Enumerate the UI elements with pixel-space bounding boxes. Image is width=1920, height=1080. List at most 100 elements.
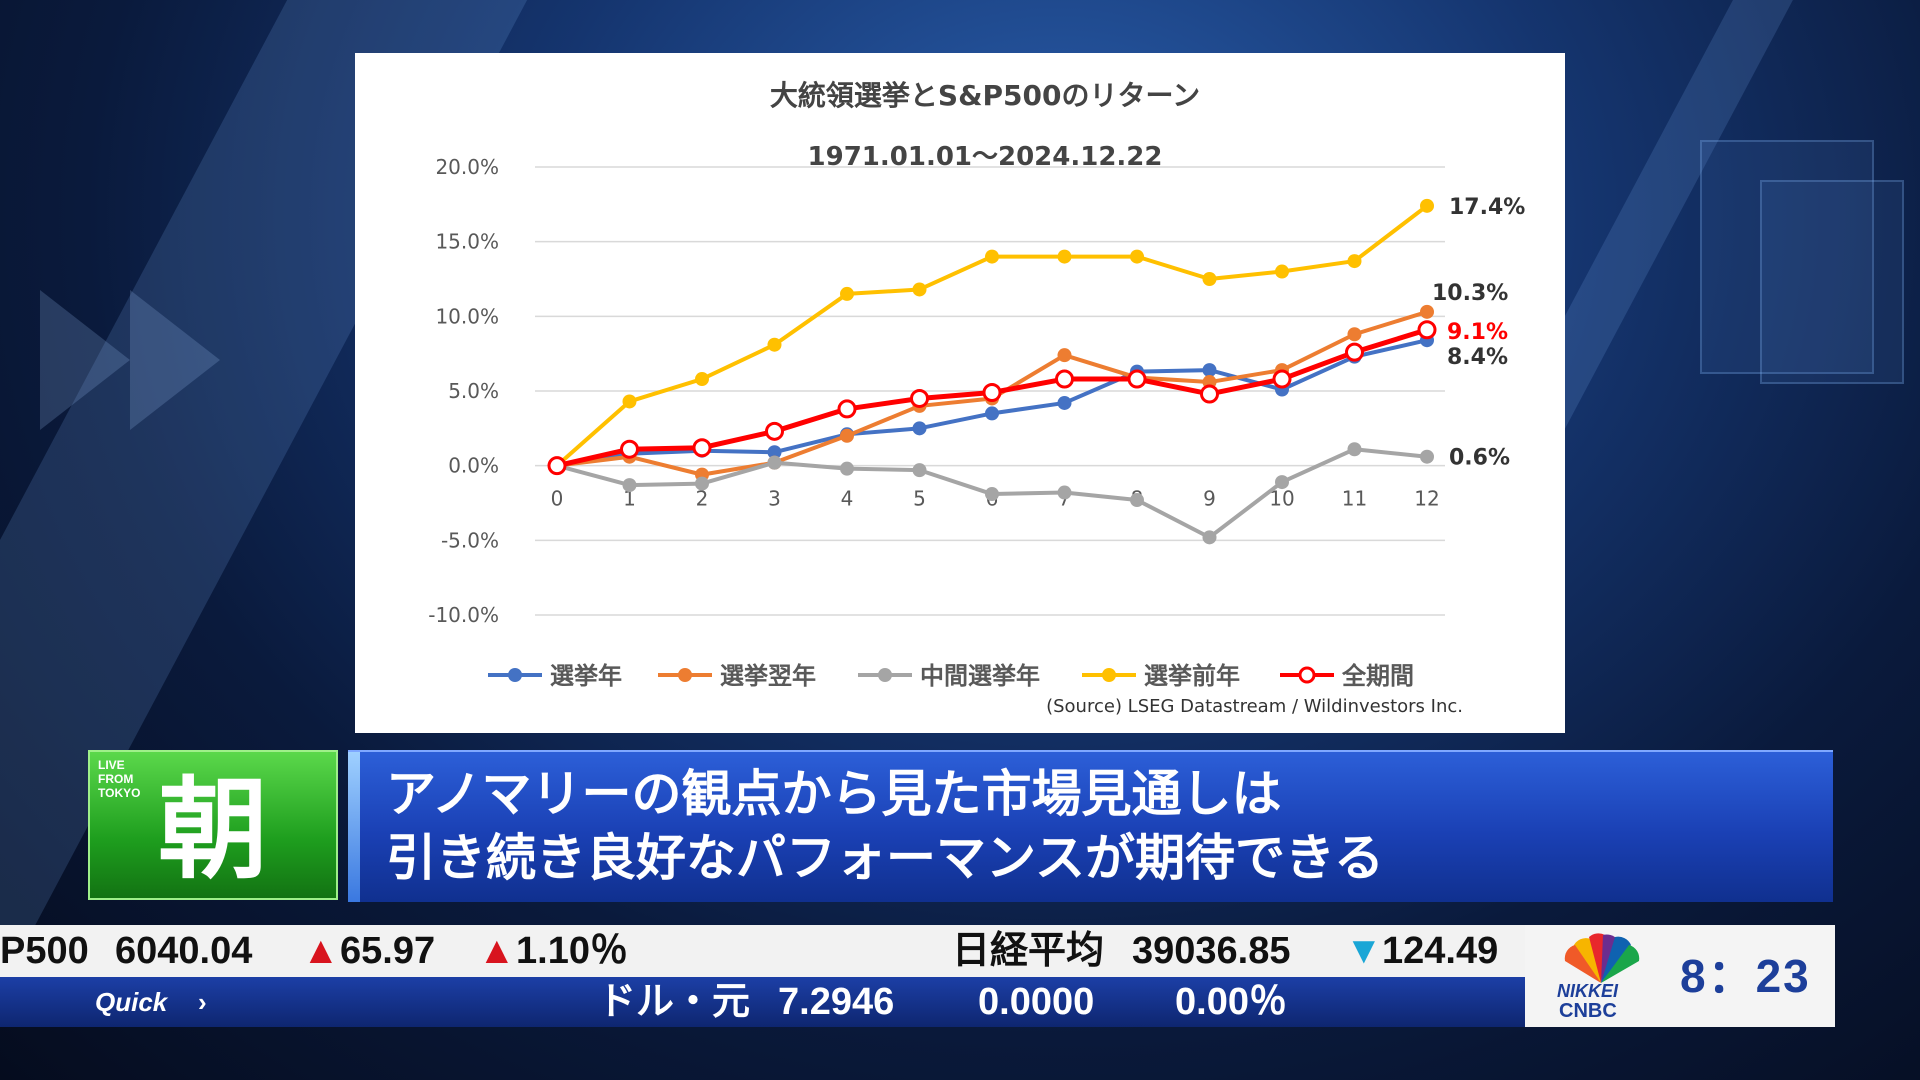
- y-tick-label: 15.0%: [435, 230, 499, 254]
- legend-marker: [878, 668, 892, 682]
- data-point: [840, 428, 854, 443]
- data-point: [1127, 369, 1147, 389]
- y-axis-ticks: 20.0% 15.0% 10.0% 5.0% 0.0% -5.0% -10.0%: [428, 155, 499, 627]
- bg-panel: [1700, 140, 1874, 374]
- ticker-sp-name: P500: [0, 930, 89, 972]
- legend-marker: [1298, 666, 1316, 684]
- ticker-sp-value: 6040.04: [115, 930, 253, 972]
- data-point: [767, 455, 782, 470]
- data-point: [912, 282, 927, 297]
- data-point: [1275, 264, 1289, 279]
- data-point: [837, 399, 857, 419]
- data-point: [912, 421, 927, 436]
- ticker-fx-value: 7.2946: [778, 981, 895, 1023]
- legend-item: 全期間: [1280, 662, 1414, 690]
- ticker-nikkei-change: 124.49: [1382, 930, 1499, 972]
- bg-chevron: [130, 290, 220, 430]
- ticker-bottom-row: Quick › ドル・元 7.2946 0.0000 0.00％: [0, 977, 1525, 1027]
- line-chart: 大統領選挙とS&P500のリターン 1971.01.01～2024.12.22 …: [428, 79, 1525, 717]
- series-中間選挙年: [550, 442, 1434, 545]
- legend-marker: [508, 668, 522, 682]
- data-point: [622, 478, 637, 493]
- data-point: [1200, 384, 1219, 404]
- legend-marker: [678, 668, 692, 682]
- data-point: [912, 463, 927, 478]
- headline-banner: アノマリーの観点から見た市場見通しは 引き続き良好なパフォーマンスが期待できる: [348, 750, 1833, 902]
- chevron-right-icon: ›: [198, 987, 207, 1017]
- chart-title: 大統領選挙とS&P500のリターン: [770, 79, 1200, 112]
- data-point: [767, 445, 782, 460]
- data-point: [695, 372, 709, 387]
- chart-series: [547, 198, 1437, 545]
- data-point: [982, 382, 1002, 402]
- y-tick-label: 0.0%: [448, 454, 499, 478]
- x-tick-label: 0: [551, 487, 564, 511]
- x-tick-label: 9: [1203, 487, 1216, 511]
- legend-marker: [1102, 668, 1116, 682]
- data-point: [767, 337, 782, 352]
- data-point: [695, 476, 709, 491]
- legend-label: 全期間: [1341, 662, 1414, 690]
- data-point: [840, 286, 854, 301]
- chart-legend: 選挙年 選挙翌年 中間選挙年 選挙前年 全期間: [488, 662, 1414, 690]
- headline-line-2: 引き続き良好なパフォーマンスが期待できる: [386, 829, 1384, 887]
- data-point: [692, 438, 712, 458]
- data-point: [985, 487, 999, 502]
- series-line: [555, 204, 1429, 468]
- data-point: [1057, 348, 1072, 363]
- ticker-nikkei-value: 39036.85: [1132, 930, 1291, 972]
- headline-line-1: アノマリーの観点から見た市場見通しは: [386, 765, 1282, 823]
- live-label: LIVE FROM TOKYO: [98, 758, 141, 800]
- live-from-tokyo-badge: LIVE FROM TOKYO 朝: [88, 750, 338, 900]
- cnbc-logo-text: CNBC: [1559, 1000, 1617, 1022]
- ticker-nikkei-name: 日経平均: [952, 930, 1105, 972]
- x-axis-ticks: 0123456789101112: [551, 487, 1440, 511]
- chart-source: (Source) LSEG Datastream / Wildinvestors…: [1046, 696, 1463, 717]
- up-arrow-icon: ▲: [478, 930, 516, 972]
- data-point: [622, 394, 637, 409]
- x-tick-label: 5: [913, 487, 926, 511]
- legend-item: 選挙前年: [1082, 662, 1240, 690]
- headline-accent: [348, 752, 360, 902]
- legend-label: 中間選挙年: [920, 662, 1040, 690]
- series-全期間: [547, 320, 1437, 476]
- legend-label: 選挙年: [550, 662, 622, 690]
- chart-card: 大統領選挙とS&P500のリターン 1971.01.01～2024.12.22 …: [355, 53, 1565, 733]
- legend-item: 選挙翌年: [658, 662, 816, 690]
- nikkei-logo-text: NIKKEI: [1557, 981, 1619, 1001]
- data-point: [1420, 449, 1434, 464]
- x-tick-label: 11: [1342, 487, 1367, 511]
- x-tick-label: 12: [1414, 487, 1439, 511]
- data-point: [1130, 249, 1144, 264]
- series-選挙前年: [550, 198, 1434, 473]
- end-label: 9.1%: [1447, 320, 1508, 345]
- data-point: [1202, 363, 1217, 378]
- end-labels: 8.4% 10.3% 0.6% 17.4% 9.1%: [1432, 195, 1525, 471]
- end-label: 8.4%: [1447, 345, 1508, 370]
- ticker-fx-name: ドル・元: [598, 981, 751, 1023]
- end-label: 10.3%: [1432, 281, 1508, 306]
- down-arrow-icon: ▼: [1345, 930, 1383, 972]
- y-tick-label: -10.0%: [428, 603, 499, 627]
- x-tick-label: 1: [623, 487, 636, 511]
- ticker-sp-pct: 1.10％: [516, 930, 628, 972]
- end-label: 17.4%: [1449, 195, 1525, 220]
- data-point: [840, 461, 854, 476]
- data-point: [547, 456, 567, 476]
- data-point: [910, 388, 929, 408]
- x-tick-label: 4: [841, 487, 854, 511]
- program-char: 朝: [158, 766, 268, 894]
- x-tick-label: 3: [768, 487, 781, 511]
- data-point: [620, 439, 639, 459]
- nikkei-cnbc-logo-box: NIKKEI CNBC 8：23: [1525, 925, 1835, 1027]
- data-point: [1202, 530, 1217, 545]
- y-tick-label: 5.0%: [448, 379, 499, 403]
- data-point: [1057, 249, 1072, 264]
- data-point: [1202, 272, 1217, 286]
- x-tick-label: 2: [696, 487, 709, 511]
- quick-logo: Quick: [95, 987, 168, 1017]
- y-tick-label: -5.0%: [441, 528, 499, 552]
- legend-item: 選挙年: [488, 662, 622, 690]
- data-point: [985, 406, 999, 421]
